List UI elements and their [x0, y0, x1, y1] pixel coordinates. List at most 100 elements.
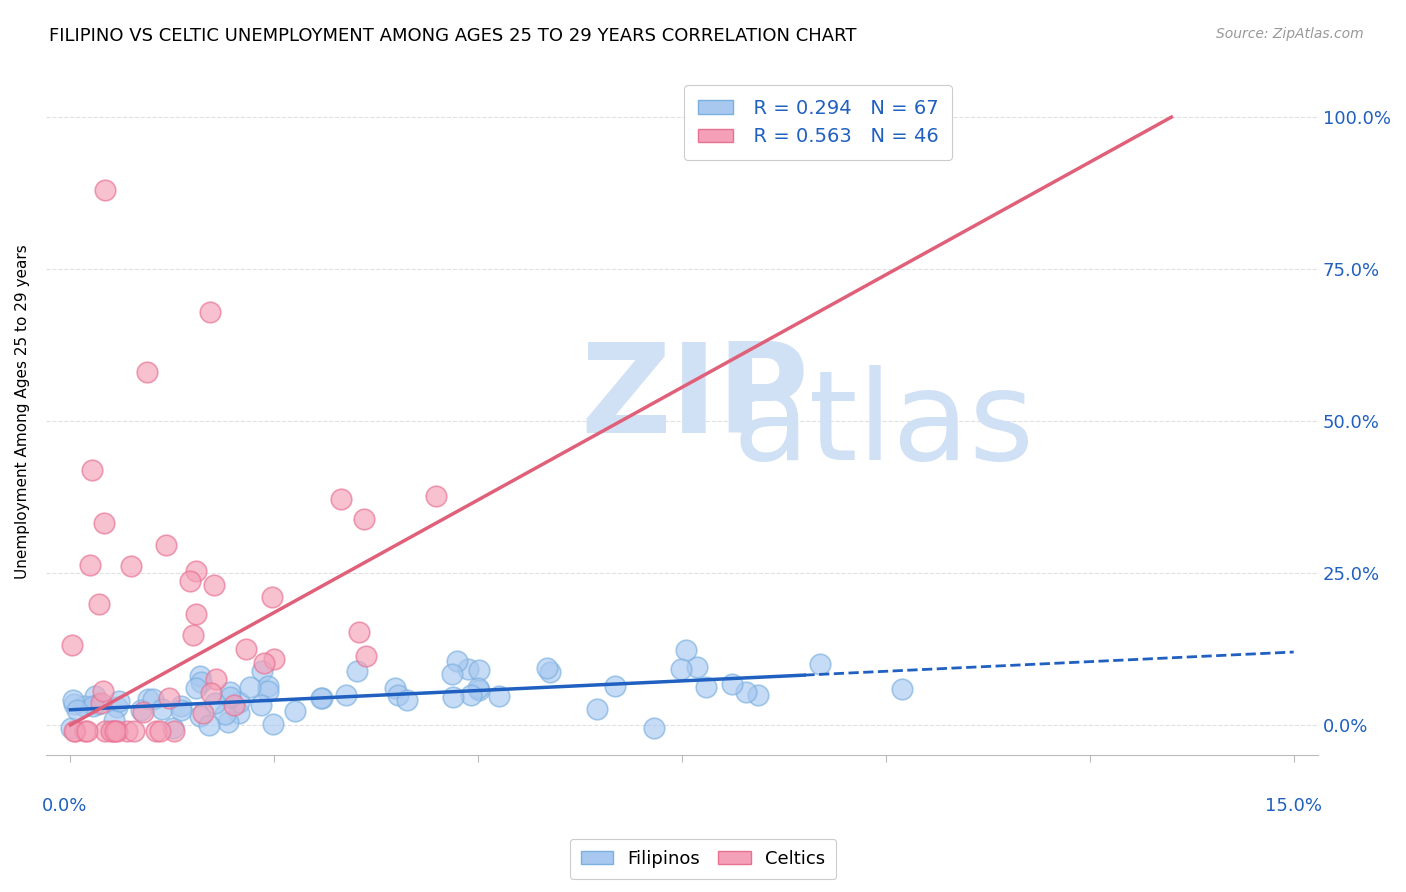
Point	[228, 706, 250, 720]
Point	[115, 724, 138, 739]
Point	[891, 681, 914, 696]
Point	[387, 688, 409, 702]
Point	[87, 697, 110, 711]
Point	[250, 698, 273, 712]
Point	[643, 721, 665, 735]
Point	[90, 696, 112, 710]
Point	[735, 684, 758, 698]
Legend: Filipinos, Celtics: Filipinos, Celtics	[569, 838, 837, 879]
Point	[145, 723, 167, 738]
Point	[808, 657, 831, 671]
Point	[330, 491, 353, 506]
Point	[73, 698, 96, 713]
Point	[136, 366, 159, 380]
Point	[218, 690, 240, 704]
Point	[170, 698, 193, 713]
Point	[162, 721, 184, 735]
Point	[228, 695, 250, 709]
Point	[197, 718, 219, 732]
Text: Source: ZipAtlas.com: Source: ZipAtlas.com	[1216, 27, 1364, 41]
Point	[157, 691, 180, 706]
Point	[253, 656, 276, 670]
Point	[120, 559, 142, 574]
Point	[93, 516, 115, 530]
Point	[468, 663, 491, 677]
Point	[105, 724, 128, 739]
Point	[460, 688, 482, 702]
Point	[217, 714, 239, 729]
Point	[87, 598, 110, 612]
Point	[63, 724, 86, 739]
Point	[191, 706, 214, 720]
Point	[585, 702, 607, 716]
Point	[62, 693, 84, 707]
Point	[669, 662, 692, 676]
Point	[149, 724, 172, 739]
Point	[60, 721, 83, 735]
Point	[179, 574, 201, 588]
Point	[335, 688, 357, 702]
Point	[235, 641, 257, 656]
Point	[62, 697, 84, 711]
Point	[446, 654, 468, 668]
Point	[100, 724, 122, 739]
Point	[396, 693, 419, 707]
Point	[695, 681, 717, 695]
Point	[425, 490, 447, 504]
Point	[219, 685, 242, 699]
Point	[186, 681, 208, 695]
Point	[353, 512, 375, 526]
Point	[263, 652, 285, 666]
Point	[214, 706, 236, 721]
Point	[384, 681, 406, 696]
Point	[284, 704, 307, 718]
Point	[256, 679, 278, 693]
Point	[155, 538, 177, 552]
Point	[205, 673, 228, 687]
Point	[84, 689, 107, 703]
Point	[101, 724, 124, 739]
Point	[346, 664, 368, 678]
Point	[94, 724, 117, 739]
Point	[441, 690, 464, 704]
Point	[262, 716, 284, 731]
Point	[188, 708, 211, 723]
Legend:   R = 0.294   N = 67,   R = 0.563   N = 46: R = 0.294 N = 67, R = 0.563 N = 46	[685, 85, 952, 160]
Point	[136, 691, 159, 706]
Point	[467, 681, 489, 696]
Point	[347, 625, 370, 640]
Point	[250, 664, 273, 678]
Point	[76, 724, 98, 739]
Point	[440, 667, 463, 681]
Point	[468, 683, 491, 698]
Point	[79, 558, 101, 572]
Point	[457, 662, 479, 676]
Point	[311, 691, 333, 706]
Point	[103, 714, 125, 728]
Point	[186, 564, 208, 578]
Point	[675, 643, 697, 657]
Point	[142, 692, 165, 706]
Point	[66, 703, 89, 717]
Point	[262, 590, 284, 604]
Point	[488, 690, 510, 704]
Point	[73, 724, 96, 739]
Point	[103, 724, 125, 739]
Point	[747, 689, 769, 703]
Point	[536, 660, 558, 674]
Point	[538, 665, 561, 680]
Point	[122, 724, 145, 739]
Point	[603, 679, 626, 693]
Text: atlas: atlas	[733, 365, 1035, 486]
Point	[170, 703, 193, 717]
Point	[222, 698, 245, 712]
Text: 15.0%: 15.0%	[1265, 797, 1322, 814]
Point	[91, 683, 114, 698]
Point	[239, 680, 262, 694]
Point	[150, 702, 173, 716]
Point	[202, 578, 225, 592]
Point	[184, 607, 207, 621]
Point	[685, 659, 707, 673]
Point	[60, 638, 83, 652]
Point	[181, 628, 204, 642]
